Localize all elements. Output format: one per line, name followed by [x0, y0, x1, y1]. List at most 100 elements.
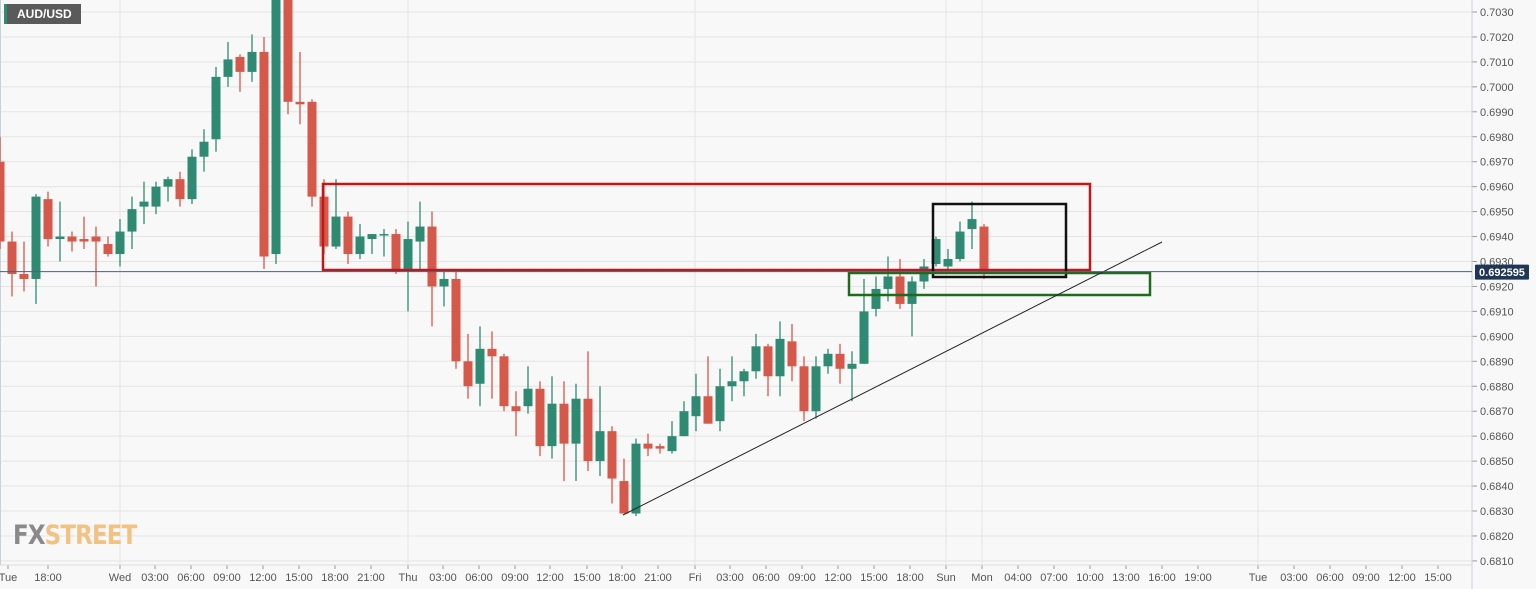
candle-body-bullish: [271, 0, 281, 255]
candle-body-bullish: [907, 281, 917, 304]
y-tick-label: 0.6950: [1480, 207, 1514, 219]
x-tick-label: 19:00: [1184, 572, 1212, 584]
y-tick-label: 0.6970: [1480, 157, 1514, 169]
symbol-label: AUD/USD: [4, 4, 81, 24]
x-tick-label: 09:00: [1352, 572, 1380, 584]
y-tick-label: 0.6820: [1480, 531, 1514, 543]
candle-body-bullish: [55, 236, 65, 240]
x-tick-label: Tue: [0, 572, 17, 584]
x-tick-label: 03:00: [716, 572, 744, 584]
candle-body-bullish: [679, 411, 689, 437]
candle-body-bullish: [211, 76, 221, 140]
candle-body-bullish: [811, 366, 821, 412]
candle-body-bullish: [547, 403, 557, 447]
candle-body-bullish: [223, 59, 233, 77]
y-tick-label: 0.6810: [1480, 556, 1514, 568]
y-tick-label: 0.6990: [1480, 107, 1514, 119]
candle-body-bullish: [403, 239, 413, 269]
candle-body-bullish: [727, 381, 737, 387]
x-tick-label: 03:00: [141, 572, 169, 584]
candle-body-bearish: [7, 241, 17, 274]
x-tick-label: 21:00: [644, 572, 672, 584]
x-tick-label: 09:00: [501, 572, 529, 584]
candle-body-bullish: [31, 196, 41, 279]
candle-body-bearish: [295, 101, 305, 105]
x-tick-label: Tue: [1249, 572, 1268, 584]
candle-body-bullish: [595, 431, 605, 462]
candle-body-bullish: [151, 186, 161, 207]
candle-body-bullish: [523, 388, 533, 407]
y-tick-label: 0.7010: [1480, 57, 1514, 69]
candle-body-bullish: [247, 51, 257, 72]
candle-body-bearish: [655, 446, 665, 449]
x-tick-label: 03:00: [1280, 572, 1308, 584]
x-tick-label: 18:00: [34, 572, 62, 584]
candle-body-bullish: [751, 346, 761, 372]
candle-body-bearish: [835, 353, 845, 369]
resistance-zone-rectangle: [321, 182, 1092, 272]
x-tick-label: 12:00: [536, 572, 564, 584]
candle-body-bearish: [643, 443, 653, 449]
candle-body-bullish: [475, 348, 485, 384]
candle-body-bullish: [163, 179, 173, 187]
x-tick-label: 18:00: [896, 572, 924, 584]
candle-body-bullish: [199, 141, 209, 157]
candle-body-bearish: [235, 56, 245, 72]
candle-body-bearish: [103, 244, 113, 255]
y-tick-label: 0.6840: [1480, 481, 1514, 493]
candle-body-bullish: [955, 231, 965, 260]
support-zone-rectangle: [847, 271, 1152, 297]
candle-body-bearish: [619, 481, 629, 514]
recent-range-rectangle: [931, 202, 1068, 279]
x-tick-label: 15:00: [1424, 572, 1452, 584]
candle-body-bearish: [787, 341, 797, 367]
y-tick-label: 0.6890: [1480, 356, 1514, 368]
candle-body-bearish: [391, 234, 401, 272]
y-tick-label: 0.6910: [1480, 306, 1514, 318]
candle-body-bearish: [763, 346, 773, 377]
y-tick-label: 0.6870: [1480, 406, 1514, 418]
y-tick-label: 0.6860: [1480, 431, 1514, 443]
x-tick-label: Mon: [971, 572, 992, 584]
y-tick-label: 0.7000: [1480, 82, 1514, 94]
candle-body-bearish: [799, 366, 809, 412]
candle-body-bearish: [283, 0, 293, 102]
candle-body-bearish: [43, 199, 53, 240]
y-tick-label: 0.7030: [1480, 7, 1514, 19]
x-tick-label: 18:00: [321, 572, 349, 584]
candle-body-bearish: [559, 403, 569, 444]
candle-body-bullish: [187, 156, 197, 200]
x-tick-label: Sun: [936, 572, 956, 584]
candle-body-bullish: [139, 201, 149, 207]
x-tick-label: 07:00: [1040, 572, 1068, 584]
logo-part-fx: FX: [13, 520, 46, 551]
current-price-label-bg: [1475, 264, 1529, 280]
x-tick-label: 16:00: [1148, 572, 1176, 584]
y-tick-label: 0.6920: [1480, 281, 1514, 293]
candle-body-bearish: [607, 431, 617, 479]
candle-body-bullish: [367, 234, 377, 240]
candle-body-bearish: [427, 226, 437, 287]
candle-body-bullish: [943, 259, 953, 267]
candle-body-bullish: [931, 239, 941, 264]
logo-part-street: STREET: [44, 520, 138, 551]
x-tick-label: 06:00: [1316, 572, 1344, 584]
x-tick-label: 03:00: [429, 572, 457, 584]
x-tick-label: Wed: [109, 572, 131, 584]
candles-group: [0, 0, 989, 516]
x-tick-label: Fri: [689, 572, 702, 584]
candle-body-bullish: [775, 338, 785, 377]
y-tick-label: 0.6830: [1480, 506, 1514, 518]
candle-body-bearish: [307, 101, 317, 197]
candle-body-bearish: [67, 236, 77, 242]
y-tick-label: 0.6900: [1480, 331, 1514, 343]
candle-body-bullish: [415, 226, 425, 242]
candle-body-bearish: [535, 388, 545, 447]
candle-body-bearish: [451, 278, 461, 362]
candle-body-bullish: [739, 371, 749, 382]
y-tick-label: 0.6850: [1480, 456, 1514, 468]
candle-body-bullish: [115, 231, 125, 255]
x-tick-label: 06:00: [752, 572, 780, 584]
candle-body-bearish: [703, 396, 713, 424]
